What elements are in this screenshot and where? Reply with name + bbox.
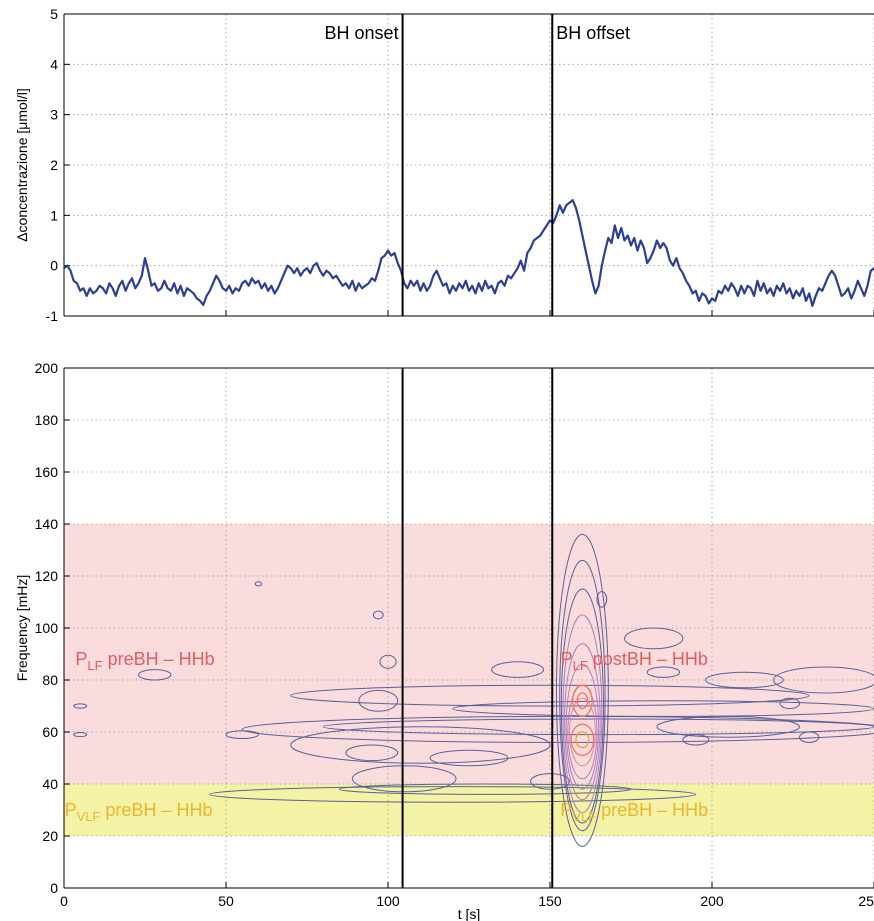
bottom-y-tick-label: 120 (35, 568, 59, 584)
contour-line (351, 765, 457, 793)
bottom-x-tick-label: 100 (376, 893, 400, 909)
contour-line (452, 700, 874, 717)
band-labels: PLF preBH – HHb PLF postBH – HHb PVLF preB… (65, 649, 709, 824)
bottom-y-tick-label: 20 (42, 828, 58, 844)
bottom-x-tick-label: 0 (60, 893, 68, 909)
contour-line (705, 671, 784, 689)
bottom-x-tick-label: 200 (700, 893, 724, 909)
contour-line (290, 684, 810, 707)
contour-line (290, 726, 551, 764)
contour-line (646, 666, 681, 678)
contour-line (429, 749, 509, 767)
band-label: PVLF preBH – HHb (65, 800, 213, 824)
bottom-x-axis-label: t [s] (458, 906, 481, 921)
top-y-tick-label: -1 (46, 308, 59, 324)
top-y-tick-label: 2 (50, 157, 58, 173)
band-label: PLF postBH – HHb (561, 649, 708, 673)
top-y-tick-label: 0 (50, 258, 58, 274)
bottom-event-lines (401, 368, 554, 888)
contour-line (682, 734, 710, 746)
contour-line (379, 654, 397, 669)
contour-line (568, 697, 596, 767)
top-x-ticks (63, 310, 874, 316)
top-grid (64, 14, 874, 316)
bottom-panel: 0 20 40 60 80 100 120 140 160 180 200 0 50 100 150 200… (14, 360, 874, 921)
top-panel: -1 0 1 2 3 4 5 BH onset BH offset Δconcentrazio… (14, 6, 874, 324)
bottom-y-tick-label: 40 (42, 776, 58, 792)
contour-line (225, 730, 259, 739)
top-y-axis-label: Δconcentrazione [μmol/l] (14, 88, 30, 242)
contour-line (209, 786, 697, 803)
top-event-lines: BH onset BH offset (325, 14, 630, 316)
bottom-x-tick-label: 150 (538, 893, 562, 909)
bottom-y-ticks: 0 20 40 60 80 100 120 140 160 180 200 (35, 360, 70, 896)
contour-line (530, 773, 570, 790)
contour-line (596, 591, 608, 608)
contour-line (779, 697, 800, 710)
contour-line (562, 614, 603, 814)
contour-line (73, 703, 88, 709)
bh-onset-label: BH onset (325, 23, 399, 43)
band-label: PVLF preBH – HHb (560, 800, 708, 824)
contour-line (570, 723, 595, 757)
contour-line (773, 666, 874, 694)
bottom-y-tick-label: 0 (50, 880, 58, 896)
bottom-x-ticks: 0 50 100 150 200 250 (60, 882, 874, 909)
contour-line (559, 559, 606, 832)
band-vlf (64, 784, 874, 836)
contour-line (491, 661, 545, 678)
bottom-grid (64, 368, 874, 888)
bottom-y-tick-label: 60 (42, 724, 58, 740)
contour-line (624, 627, 684, 650)
bottom-y-tick-label: 180 (35, 412, 59, 428)
contour-line (798, 731, 820, 743)
bottom-y-tick-label: 160 (35, 464, 59, 480)
contour-line (555, 533, 609, 847)
top-y-ticks: -1 0 1 2 3 4 5 (46, 6, 70, 324)
contour-line (358, 689, 399, 712)
bottom-x-tick-label: 50 (218, 893, 234, 909)
concentration-line (64, 199, 874, 307)
bottom-y-tick-label: 80 (42, 672, 58, 688)
contour-line (560, 588, 604, 824)
contour-line (565, 663, 600, 790)
top-y-tick-label: 4 (50, 56, 58, 72)
contour-line (372, 610, 384, 620)
bottom-x-tick-label: 250 (858, 893, 874, 909)
contour-line (73, 732, 88, 738)
spectrogram-contours (73, 533, 874, 847)
contour-line (572, 684, 593, 718)
top-y-tick-label: 1 (50, 207, 58, 223)
bottom-y-tick-label: 140 (35, 516, 59, 532)
contour-line (656, 715, 800, 738)
bh-offset-label: BH offset (556, 23, 630, 43)
band-label: PLF preBH – HHb (75, 649, 214, 673)
contour-line (345, 744, 399, 762)
bottom-y-axis-label: Frequency [mHz] (14, 575, 30, 682)
contour-line (576, 692, 589, 710)
contour-line (254, 581, 263, 587)
contour-line (564, 643, 601, 801)
bottom-y-tick-label: 100 (35, 620, 59, 636)
bottom-y-tick-label: 200 (35, 360, 59, 376)
top-y-tick-label: 3 (50, 107, 58, 123)
contour-line (575, 731, 590, 749)
contour-line (338, 783, 632, 795)
contour-line (138, 669, 172, 681)
top-y-tick-label: 5 (50, 6, 58, 22)
